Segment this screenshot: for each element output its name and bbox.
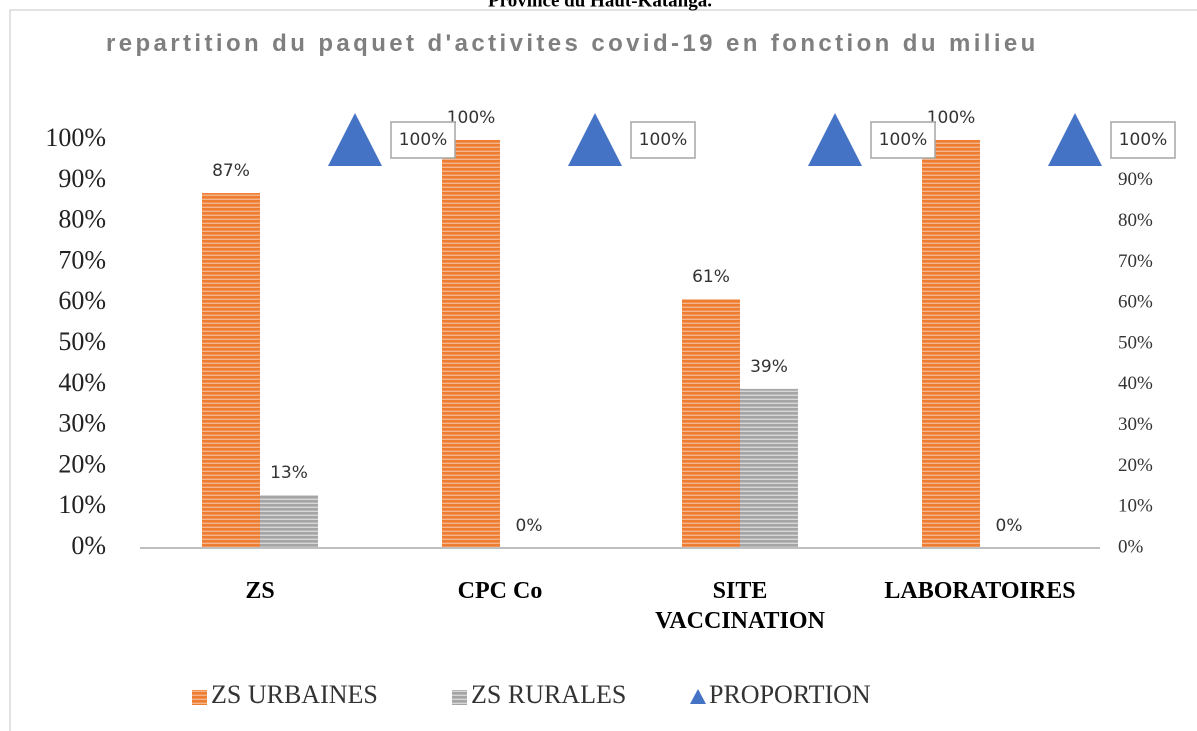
data-label-box bbox=[1110, 121, 1176, 159]
x-tick-label: LABORATOIRES bbox=[884, 578, 1076, 604]
y-tick-label: 50% bbox=[58, 327, 106, 356]
proportion-marker bbox=[1048, 113, 1102, 166]
proportion-marker bbox=[568, 113, 622, 166]
data-label: 100% bbox=[927, 108, 976, 128]
x-tick-label: SITE VACCINATION bbox=[655, 578, 825, 634]
chart-frame bbox=[9, 9, 1197, 731]
y-tick-label: 40% bbox=[58, 368, 106, 397]
y2-tick-label: 0% bbox=[1118, 536, 1144, 557]
proportion-marker bbox=[328, 113, 382, 166]
data-label: 39% bbox=[750, 357, 788, 377]
data-label: 100% bbox=[1119, 130, 1168, 150]
data-label: 87% bbox=[212, 161, 250, 181]
y-tick-label: 0% bbox=[71, 531, 106, 560]
y-tick-label: 20% bbox=[58, 449, 106, 478]
data-label-box bbox=[870, 121, 936, 159]
y2-tick-label: 80% bbox=[1118, 210, 1153, 231]
data-label-box bbox=[390, 121, 456, 159]
bar bbox=[682, 299, 740, 548]
legend-label: PROPORTION bbox=[709, 680, 871, 709]
legend-marker bbox=[192, 690, 207, 705]
legend-label: ZS URBAINES bbox=[211, 680, 378, 709]
bar bbox=[922, 140, 980, 548]
y2-tick-label: 10% bbox=[1118, 496, 1153, 517]
proportion-marker bbox=[808, 113, 862, 166]
y2-tick-label: 90% bbox=[1118, 169, 1153, 190]
bar bbox=[442, 140, 500, 548]
data-label: 100% bbox=[399, 130, 448, 150]
y-tick-label: 100% bbox=[45, 123, 106, 152]
legend-label: ZS RURALES bbox=[471, 680, 626, 709]
x-tick-label: CPC Co bbox=[457, 578, 543, 604]
caption: Province du Haut-Katanga. bbox=[488, 0, 712, 11]
data-label: 100% bbox=[879, 130, 928, 150]
legend-marker bbox=[690, 689, 706, 704]
data-label: 13% bbox=[270, 463, 308, 483]
data-label: 100% bbox=[639, 130, 688, 150]
y2-tick-label: 30% bbox=[1118, 414, 1153, 435]
y2-tick-label: 40% bbox=[1118, 373, 1153, 394]
y2-tick-label: 50% bbox=[1118, 332, 1153, 353]
y2-tick-label: 60% bbox=[1118, 292, 1153, 313]
data-label: 0% bbox=[996, 516, 1023, 536]
y2-tick-label: 70% bbox=[1118, 251, 1153, 272]
y-tick-label: 80% bbox=[58, 205, 106, 234]
data-label: 61% bbox=[692, 267, 730, 287]
bar bbox=[202, 193, 260, 549]
chart-title: repartition du paquet d'activites covid-… bbox=[106, 30, 1039, 57]
data-label: 100% bbox=[447, 108, 496, 128]
x-tick-label: ZS bbox=[245, 578, 275, 604]
y-tick-label: 30% bbox=[58, 409, 106, 438]
y2-tick-label: 20% bbox=[1118, 455, 1153, 476]
y-tick-label: 10% bbox=[58, 490, 106, 519]
data-label-box bbox=[630, 121, 696, 159]
legend-marker bbox=[452, 690, 467, 705]
y-tick-label: 90% bbox=[58, 164, 106, 193]
y-tick-label: 70% bbox=[58, 245, 106, 274]
bar bbox=[740, 388, 798, 548]
bar bbox=[260, 494, 318, 548]
y-tick-label: 60% bbox=[58, 286, 106, 315]
data-label: 0% bbox=[516, 516, 543, 536]
